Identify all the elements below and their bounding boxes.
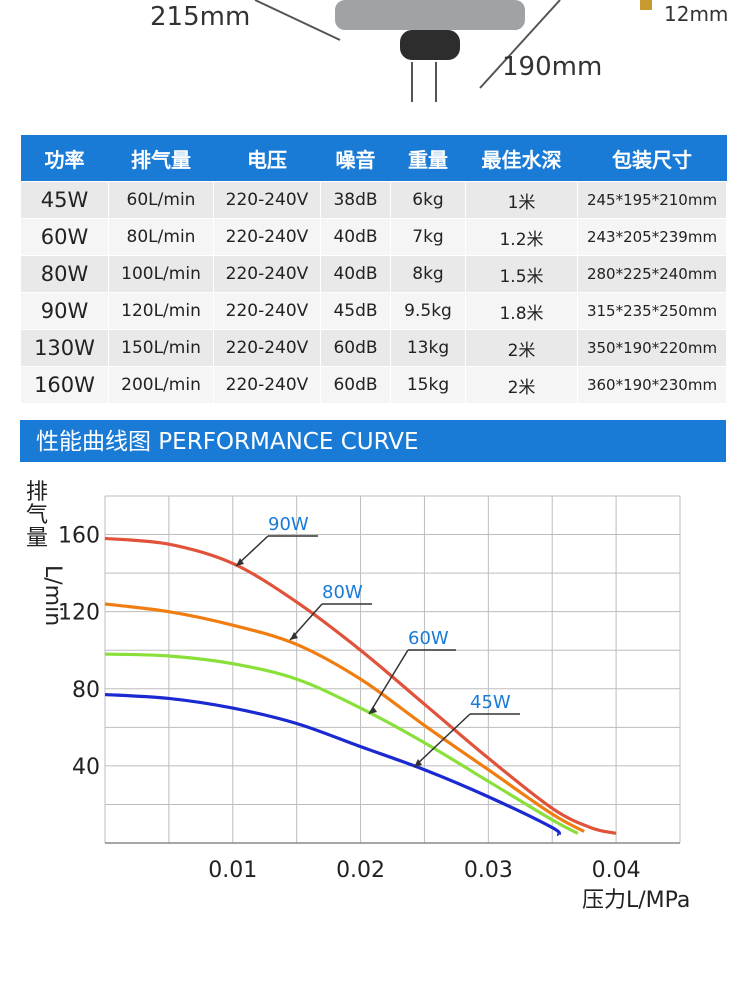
table-cell: 220-240V bbox=[213, 292, 321, 330]
y-axis-label-unit: L/min bbox=[40, 565, 65, 626]
header-voltage: 电压 bbox=[213, 135, 321, 182]
table-cell: 160W bbox=[20, 366, 109, 404]
table-cell: 1米 bbox=[465, 181, 578, 219]
table-cell: 15kg bbox=[390, 366, 466, 404]
table-row: 60W 80L/min 220-240V 40dB 7kg 1.2米 243*205*239… bbox=[20, 218, 727, 256]
series-line-80W bbox=[104, 602, 585, 833]
x-tick-label: 0.02 bbox=[336, 858, 385, 883]
annotation-arrowhead bbox=[290, 632, 298, 640]
table-row: 130W 150L/min 220-240V 60dB 13kg 2米 350*190*22… bbox=[20, 329, 727, 367]
table-cell: 90W bbox=[20, 292, 109, 330]
y-tick-label: 80 bbox=[72, 678, 100, 703]
annotation-arrowhead bbox=[236, 558, 244, 566]
x-tick-label: 0.01 bbox=[208, 858, 257, 883]
table-cell: 80W bbox=[20, 255, 109, 293]
table-cell: 60dB bbox=[320, 366, 391, 404]
table-cell: 245*195*210mm bbox=[577, 181, 727, 219]
table-cell: 8kg bbox=[390, 255, 466, 293]
table-header-row: 功率 排气量 电压 噪音 重量 最佳水深 包装尺寸 bbox=[20, 135, 727, 182]
table-cell: 100L/min bbox=[108, 255, 214, 293]
table-cell: 38dB bbox=[320, 181, 391, 219]
dimension-lines bbox=[254, 0, 652, 102]
table-cell: 1.5米 bbox=[465, 255, 578, 293]
header-noise: 噪音 bbox=[320, 135, 391, 182]
chart-ticks: 0.01 0.02 0.03 0.04 40 80 120 160 bbox=[58, 524, 641, 883]
nozzle-dimension-label: 12mm bbox=[664, 2, 729, 26]
series-label-45W: 45W bbox=[470, 692, 511, 713]
table-cell: 40dB bbox=[320, 218, 391, 256]
annotation-leader bbox=[289, 603, 323, 641]
x-axis-label: 压力L/MPa bbox=[582, 888, 690, 913]
table-cell: 120L/min bbox=[108, 292, 214, 330]
header-package: 包装尺寸 bbox=[577, 135, 727, 182]
chart-grid bbox=[104, 495, 681, 844]
table-cell: 45W bbox=[20, 181, 109, 219]
table-cell: 130W bbox=[20, 329, 109, 367]
table-cell: 315*235*250mm bbox=[577, 292, 727, 330]
y-axis-label-char: 量 bbox=[26, 526, 48, 551]
table-cell: 2米 bbox=[465, 366, 578, 404]
x-tick-label: 0.03 bbox=[464, 858, 513, 883]
table-cell: 60dB bbox=[320, 329, 391, 367]
series-label-90W: 90W bbox=[268, 514, 309, 535]
y-tick-label: 160 bbox=[58, 524, 100, 549]
y-axis-label-char: 排 bbox=[26, 480, 48, 505]
series-line-60W bbox=[104, 652, 579, 835]
table-cell: 60W bbox=[20, 218, 109, 256]
table-cell: 220-240V bbox=[213, 181, 321, 219]
table-cell: 45dB bbox=[320, 292, 391, 330]
chart-series bbox=[104, 536, 617, 837]
product-image bbox=[335, 0, 525, 60]
table-cell: 6kg bbox=[390, 181, 466, 219]
y-tick-label: 40 bbox=[72, 755, 100, 780]
series-label-80W: 80W bbox=[322, 582, 363, 603]
spec-table: 功率 排气量 电压 噪音 重量 最佳水深 包装尺寸 45W 60L/min 220-… bbox=[20, 135, 727, 404]
width-dimension-label: 215mm bbox=[150, 2, 251, 32]
depth-dimension-label: 190mm bbox=[502, 52, 603, 82]
header-power: 功率 bbox=[20, 135, 109, 182]
annotation-arrowhead bbox=[369, 706, 377, 714]
table-cell: 1.8米 bbox=[465, 292, 578, 330]
table-cell: 220-240V bbox=[213, 329, 321, 367]
table-cell: 13kg bbox=[390, 329, 466, 367]
table-cell: 9.5kg bbox=[390, 292, 466, 330]
table-cell: 280*225*240mm bbox=[577, 255, 727, 293]
table-row: 45W 60L/min 220-240V 38dB 6kg 1米 245*195*210mm bbox=[20, 181, 727, 219]
table-cell: 350*190*220mm bbox=[577, 329, 727, 367]
series-label-60W: 60W bbox=[408, 628, 449, 649]
y-axis-label-char: 气 bbox=[26, 503, 48, 528]
table-cell: 1.2米 bbox=[465, 218, 578, 256]
table-cell: 7kg bbox=[390, 218, 466, 256]
table-row: 80W 100L/min 220-240V 40dB 8kg 1.5米 280*225*24… bbox=[20, 255, 727, 293]
table-cell: 40dB bbox=[320, 255, 391, 293]
x-tick-label: 0.04 bbox=[592, 858, 641, 883]
table-cell: 2米 bbox=[465, 329, 578, 367]
table-row: 90W 120L/min 220-240V 45dB 9.5kg 1.8米 315*235*… bbox=[20, 292, 727, 330]
table-cell: 150L/min bbox=[108, 329, 214, 367]
y-tick-label: 120 bbox=[58, 601, 100, 626]
y-axis-label-glyphs: 排气量 L/min bbox=[26, 480, 65, 626]
table-cell: 220-240V bbox=[213, 366, 321, 404]
performance-curve-banner: 性能曲线图 PERFORMANCE CURVE bbox=[20, 420, 726, 462]
header-weight: 重量 bbox=[390, 135, 466, 182]
annotation-leader bbox=[368, 649, 409, 715]
table-cell: 80L/min bbox=[108, 218, 214, 256]
table-cell: 220-240V bbox=[213, 218, 321, 256]
header-depth: 最佳水深 bbox=[465, 135, 578, 182]
table-cell: 360*190*230mm bbox=[577, 366, 727, 404]
table-cell: 200L/min bbox=[108, 366, 214, 404]
annotation-leader bbox=[413, 713, 471, 768]
chart-annotations: 90W 80W 60W 45W bbox=[235, 514, 520, 768]
table-cell: 243*205*239mm bbox=[577, 218, 727, 256]
table-cell: 220-240V bbox=[213, 255, 321, 293]
header-airflow: 排气量 bbox=[108, 135, 214, 182]
table-row: 160W 200L/min 220-240V 60dB 15kg 2米 360*190*23… bbox=[20, 366, 727, 404]
annotation-arrowhead bbox=[414, 759, 422, 767]
series-line-45W bbox=[104, 692, 562, 837]
table-cell: 60L/min bbox=[108, 181, 214, 219]
